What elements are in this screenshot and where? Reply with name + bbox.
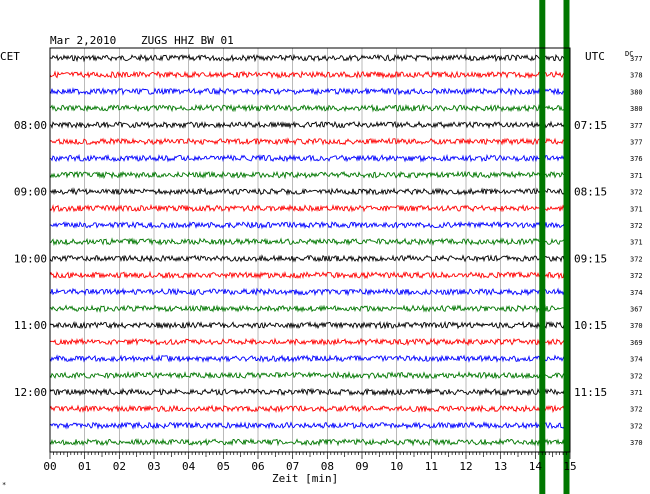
- dc-value: 377: [630, 139, 643, 147]
- dc-values: 377 378 380 380 377 377 376 371 372 371 372 371 372 3…: [630, 55, 643, 447]
- left-axis-title: CET: [0, 50, 20, 63]
- dc-value: 376: [630, 155, 643, 163]
- left-hour-label: 12:00: [14, 386, 47, 399]
- dc-value: 377: [630, 55, 643, 63]
- trace-line: [49, 270, 571, 280]
- x-tick-label: 03: [147, 460, 160, 473]
- footnote-mark: *: [2, 481, 6, 489]
- trace-line: [49, 203, 571, 213]
- x-tick-label: 06: [251, 460, 264, 473]
- left-hour-label: 08:00: [14, 119, 47, 132]
- dc-value: 374: [630, 289, 643, 297]
- dc-value: 371: [630, 205, 643, 213]
- trace-line: [49, 320, 571, 330]
- trace-line: [49, 304, 571, 313]
- dc-value: 372: [630, 189, 643, 197]
- trace-line: [49, 370, 571, 380]
- trace-line: [49, 120, 571, 130]
- right-hour-label: 08:15: [574, 186, 607, 199]
- x-tick-label: 15: [563, 460, 576, 473]
- trace-line: [49, 421, 571, 430]
- trace-line: [49, 153, 571, 163]
- dc-title: DC: [625, 50, 633, 58]
- trace-line: [49, 237, 571, 247]
- dc-value: 372: [630, 255, 643, 263]
- right-hour-label: 11:15: [574, 386, 607, 399]
- trace-line: [49, 404, 571, 413]
- dc-value: 372: [630, 372, 643, 380]
- dc-value: 367: [630, 306, 643, 314]
- left-hour-label: 11:00: [14, 319, 47, 332]
- dc-value: 372: [630, 222, 643, 230]
- x-tick-label: 01: [78, 460, 91, 473]
- x-tick-label: 11: [425, 460, 438, 473]
- trace-line: [49, 354, 571, 363]
- x-tick-label: 07: [286, 460, 299, 473]
- trace-group: [49, 53, 571, 447]
- right-time-labels: 07:15 08:15 09:15 10:15 11:15: [574, 119, 607, 399]
- header-station: ZUGS HHZ BW 01: [141, 34, 234, 47]
- dc-value: 369: [630, 339, 643, 347]
- dc-value: 377: [630, 122, 643, 130]
- trace-line: [49, 87, 571, 96]
- dc-value: 378: [630, 72, 643, 80]
- dc-value: 371: [630, 389, 643, 397]
- x-axis-label: Zeit [min]: [272, 472, 338, 485]
- dc-value: 372: [630, 406, 643, 414]
- dc-value: 371: [630, 239, 643, 247]
- trace-line: [49, 187, 571, 196]
- trace-line: [49, 437, 571, 447]
- left-time-labels: 08:00 09:00 10:00 11:00 12:00: [14, 119, 47, 399]
- trace-line: [49, 337, 571, 347]
- x-tick-label: 12: [459, 460, 472, 473]
- trace-line: [49, 287, 571, 297]
- dc-value: 372: [630, 422, 643, 430]
- trace-line: [49, 387, 571, 397]
- left-hour-label: 10:00: [14, 252, 47, 265]
- x-tick-label: 04: [182, 460, 196, 473]
- x-axis: 00 01 02 03 04 05 06 07 08 09 10 11 12 13 14 15: [43, 452, 577, 473]
- trace-line: [49, 53, 571, 63]
- x-tick-label: 00: [43, 460, 56, 473]
- event-marker: [539, 0, 546, 494]
- x-tick-label: 05: [217, 460, 230, 473]
- trace-line: [49, 254, 571, 263]
- left-hour-label: 09:00: [14, 186, 47, 199]
- dc-value: 374: [630, 356, 643, 364]
- trace-line: [49, 103, 571, 113]
- right-hour-label: 10:15: [574, 319, 607, 332]
- x-tick-label: 13: [494, 460, 507, 473]
- dc-value: 380: [630, 105, 643, 113]
- header-date: Mar 2,2010: [50, 34, 116, 47]
- x-tick-label: 02: [113, 460, 126, 473]
- trace-line: [49, 70, 571, 80]
- trace-line: [49, 137, 571, 146]
- x-tick-label: 14: [529, 460, 543, 473]
- dc-value: 380: [630, 88, 643, 96]
- minute-grid: [84, 48, 536, 452]
- x-tick-label: 10: [390, 460, 403, 473]
- dc-value: 370: [630, 439, 643, 447]
- trace-line: [50, 220, 571, 230]
- dc-value: 371: [630, 172, 643, 180]
- x-tick-label: 08: [321, 460, 334, 473]
- x-tick-label: 09: [355, 460, 368, 473]
- right-hour-label: 09:15: [574, 252, 607, 265]
- event-marker: [563, 0, 570, 494]
- right-hour-label: 07:15: [574, 119, 607, 132]
- trace-line: [49, 170, 571, 180]
- event-marker-group: [539, 0, 570, 494]
- dc-value: 372: [630, 272, 643, 280]
- dc-value: 370: [630, 322, 643, 330]
- right-axis-title: UTC: [585, 50, 605, 63]
